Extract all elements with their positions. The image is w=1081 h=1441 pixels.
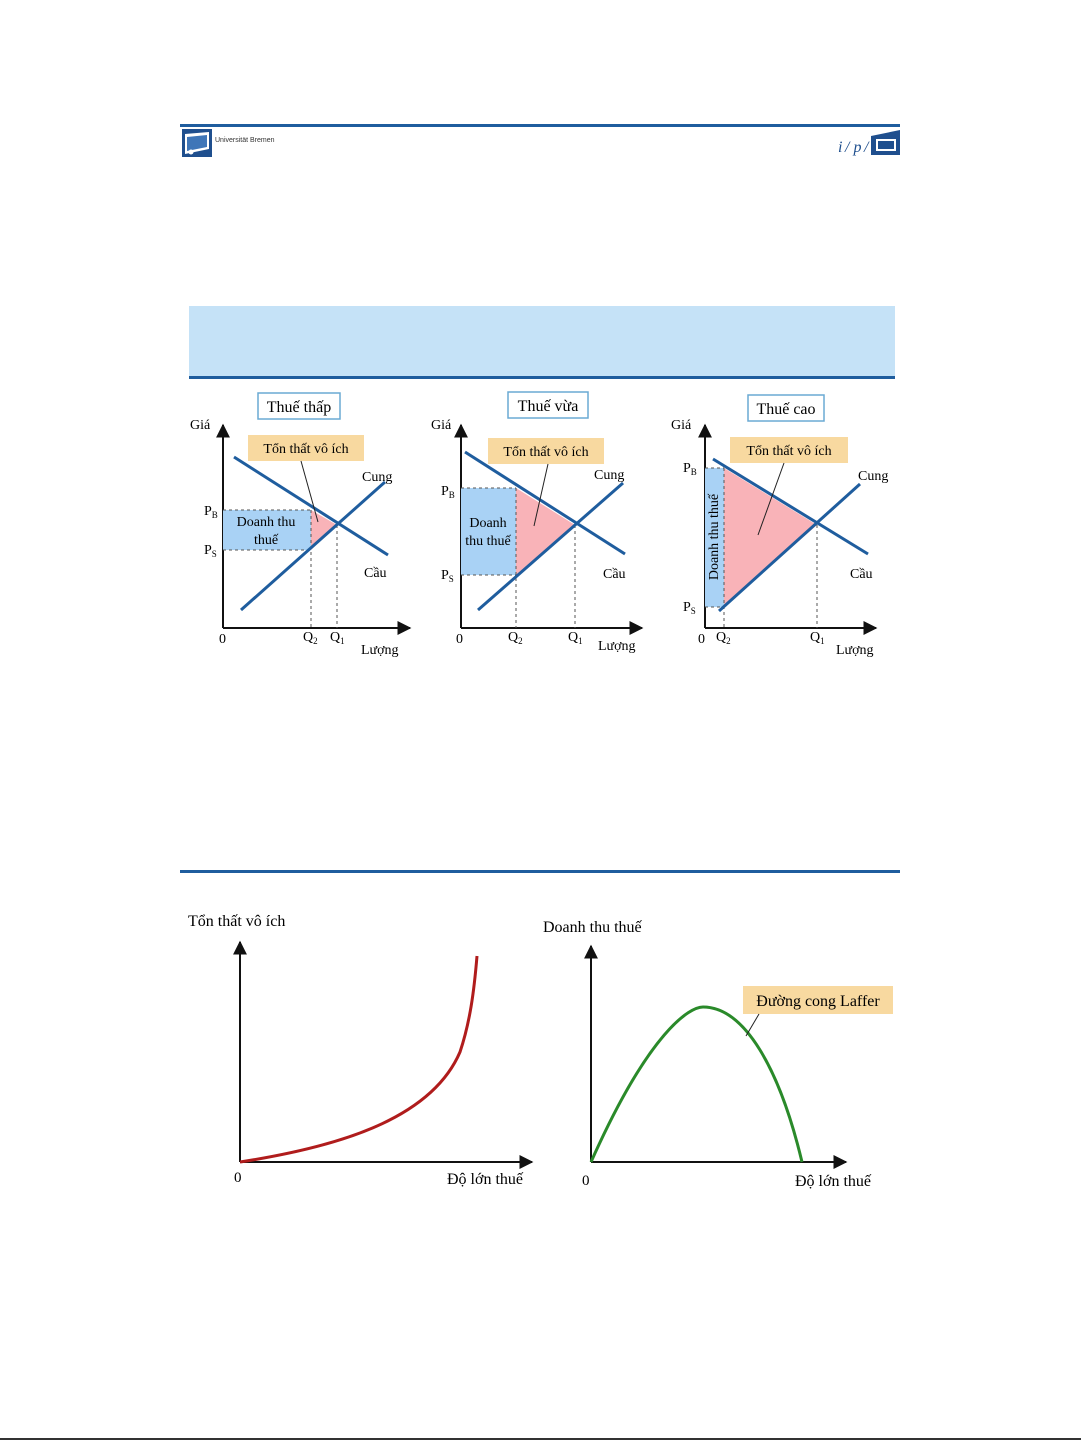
deadweight-loss-area: [516, 488, 575, 575]
university-logo-icon: [182, 129, 212, 157]
header-rule: [180, 124, 900, 127]
panel-medium-tax: Thuế vừa Giá Tổn thất vô ích Doanh thu t…: [431, 391, 644, 654]
supply-label: Cung: [594, 468, 624, 483]
deadweight-callout-text: Tổn thất vô ích: [263, 442, 348, 457]
callout-pointer: [533, 463, 549, 527]
demand-curve: [233, 455, 389, 557]
tax-panels-diagram: Thuế thấp Giá Tổn thất vô ích Doanh thu …: [190, 391, 888, 658]
panel-title: Thuế thấp: [267, 399, 331, 416]
ps-label: PS: [204, 543, 217, 559]
ps-label: PS: [441, 568, 454, 584]
institute-logo-icon: i / p /: [838, 130, 900, 156]
quantity-axis-label: Lượng: [836, 643, 874, 658]
origin-label: 0: [219, 632, 226, 647]
tax-revenue-area: [705, 468, 724, 607]
demand-label: Cầu: [603, 567, 626, 582]
deadweight-callout-text: Tổn thất vô ích: [503, 445, 588, 460]
q2-label: Q2: [508, 630, 523, 646]
origin-label: 0: [234, 1170, 242, 1186]
supply-curve: [240, 480, 386, 612]
supply-curve: [477, 481, 624, 612]
revenue-label-line2: thu thuế: [465, 534, 511, 549]
revenue-label-line1: Doanh: [469, 516, 506, 531]
laffer-callout: [743, 986, 893, 1014]
price-axis-label: Giá: [671, 418, 692, 433]
svg-text:i: i: [838, 139, 842, 156]
y-axis-label: Tổn thất vô ích: [188, 913, 285, 930]
q1-label: Q1: [568, 630, 583, 646]
supply-label: Cung: [858, 469, 888, 484]
pb-label: PB: [683, 461, 697, 477]
panel-title-box: [257, 392, 341, 420]
q1-label: Q1: [810, 630, 825, 646]
section-header-rule: [189, 376, 895, 379]
callout-pointer: [757, 462, 785, 536]
q2-label: Q2: [716, 630, 731, 646]
revenue-label-line1: Doanh thu: [237, 515, 296, 530]
tax-revenue-area: [461, 488, 516, 575]
callout-pointer: [300, 460, 319, 523]
section-divider-rule: [180, 870, 900, 873]
svg-text:/ p: / p: [844, 139, 861, 156]
origin-label: 0: [698, 632, 705, 647]
tax-revenue-area: [223, 510, 311, 550]
section-header-band: [189, 306, 895, 376]
demand-curve: [464, 450, 626, 556]
deadweight-loss-area: [724, 468, 817, 607]
supply-label: Cung: [362, 470, 392, 485]
quantity-axis-label: Lượng: [361, 643, 399, 658]
panel-title-box: [747, 394, 825, 422]
laffer-curve: [589, 1005, 804, 1163]
ps-label: PS: [683, 600, 696, 616]
demand-label: Cầu: [850, 567, 873, 582]
deadweight-callout: [488, 438, 604, 464]
deadweight-callout: [730, 437, 848, 463]
deadweight-callout-text: Tổn thất vô ích: [746, 444, 831, 459]
price-axis-label: Giá: [431, 418, 452, 433]
demand-curve: [712, 457, 869, 556]
origin-label: 0: [582, 1173, 590, 1189]
pb-label: PB: [204, 504, 218, 520]
panel-title-box: [507, 391, 589, 419]
deadweight-callout: [248, 435, 364, 461]
university-name: Universität Bremen: [215, 137, 275, 144]
pb-label: PB: [441, 484, 455, 500]
x-axis-label: Độ lớn thuế: [795, 1173, 872, 1190]
revenue-label: Doanh thu thuế: [707, 493, 722, 580]
supply-curve: [717, 482, 862, 613]
deadweight-laffer-diagram: Tổn thất vô ích 0 Độ lớn thuế Doanh thu …: [188, 913, 893, 1190]
revenue-label-line2: thuế: [254, 533, 279, 548]
demand-label: Cầu: [364, 566, 387, 581]
panel-high-tax: Thuế cao Giá Tổn thất vô ích Doanh thu t…: [671, 394, 888, 658]
page-bottom-rule: [0, 1438, 1081, 1440]
panel-low-tax: Thuế thấp Giá Tổn thất vô ích Doanh thu …: [190, 392, 412, 658]
panel-title: Thuế cao: [756, 401, 815, 418]
q2-label: Q2: [303, 630, 318, 646]
y-axis-label: Doanh thu thuế: [543, 919, 643, 936]
origin-label: 0: [456, 632, 463, 647]
quantity-axis-label: Lượng: [598, 639, 636, 654]
callout-pointer: [745, 1013, 760, 1037]
deadweight-loss-curve: [239, 955, 479, 1164]
laffer-curve-chart: Doanh thu thuế Đường cong Laffer 0 Độ lớ…: [543, 919, 893, 1190]
price-axis-label: Giá: [190, 418, 211, 433]
x-axis-label: Độ lớn thuế: [447, 1171, 524, 1188]
q1-label: Q1: [330, 630, 345, 646]
laffer-callout-text: Đường cong Laffer: [756, 993, 880, 1010]
deadweight-loss-chart: Tổn thất vô ích 0 Độ lớn thuế: [188, 913, 534, 1188]
svg-text:/: /: [863, 139, 870, 156]
panel-title: Thuế vừa: [518, 398, 579, 415]
